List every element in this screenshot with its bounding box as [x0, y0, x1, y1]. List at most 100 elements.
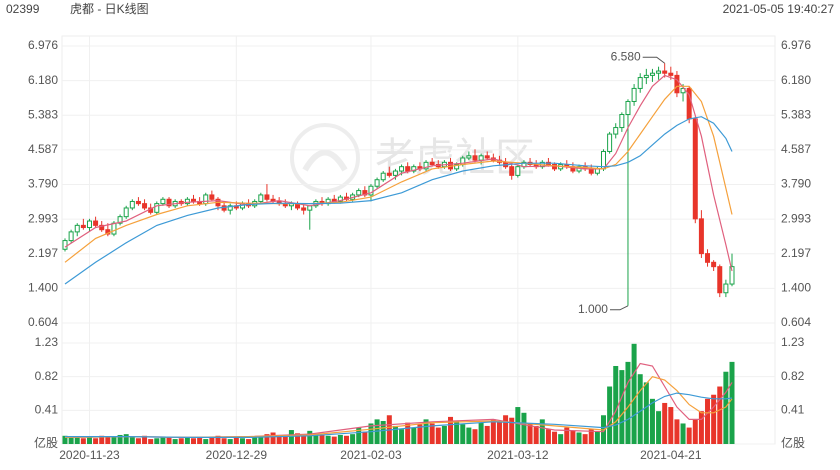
x-tick-label: 2020-11-23	[59, 448, 120, 462]
volume-bar	[484, 425, 490, 444]
candle-body	[692, 118, 698, 220]
y-tick-label-right: 亿股	[781, 435, 805, 450]
volume-bar	[460, 424, 466, 444]
logo-mark	[302, 149, 348, 172]
volume-bar	[197, 437, 203, 444]
volume-bar	[209, 436, 215, 444]
candle-body	[111, 222, 117, 235]
candle-body	[429, 161, 435, 166]
y-tick-label: 0.82	[35, 369, 59, 383]
volume-bar	[399, 429, 405, 444]
volume-bar	[668, 407, 674, 444]
candle-body	[662, 70, 668, 74]
candle-body	[509, 166, 515, 176]
volume-bar	[509, 417, 515, 444]
volume-bar	[552, 431, 558, 444]
logo-ring	[290, 123, 360, 193]
candle-body	[711, 261, 717, 268]
volume-bar	[221, 438, 227, 444]
volume-bar	[99, 435, 105, 444]
volume-bar	[631, 343, 637, 444]
max-leader	[642, 56, 665, 64]
volume-bar	[68, 436, 74, 444]
volume-bar	[160, 437, 166, 444]
volume-bar	[405, 422, 411, 444]
y-tick-label: 1.23	[35, 335, 59, 349]
volume-bar	[582, 434, 588, 444]
candle-body	[160, 198, 166, 205]
volume-bar	[331, 436, 337, 444]
volume-bar	[172, 439, 178, 444]
volume-bar	[643, 382, 649, 444]
volume-bar	[307, 430, 313, 444]
candle-body	[74, 224, 80, 233]
x-tick-label: 2020-12-29	[206, 448, 268, 462]
candle-body	[86, 220, 92, 229]
candle-body	[643, 74, 649, 79]
candle-body	[209, 194, 215, 200]
candle-body	[423, 161, 429, 170]
watermark-logo	[290, 123, 360, 193]
volume-bar	[686, 427, 692, 444]
y-tick-label-right: 6.976	[781, 38, 811, 52]
candle-body	[203, 194, 209, 205]
volume-bar	[545, 429, 551, 444]
candle-body	[99, 224, 105, 231]
volume-bar	[392, 425, 398, 444]
volume-bar	[252, 436, 258, 444]
volume-bar	[142, 435, 148, 444]
volume-bar	[178, 438, 184, 444]
y-tick-label-right: 0.82	[781, 369, 805, 383]
volume-bar	[288, 430, 294, 444]
candle-body	[264, 194, 270, 200]
candle-body	[478, 155, 484, 161]
volume-bar	[148, 439, 154, 444]
volume-bar	[276, 435, 282, 444]
x-tick-label: 2021-02-03	[340, 448, 402, 462]
x-tick-label: 2021-03-12	[487, 448, 549, 462]
y-tick-label: 2.197	[28, 246, 58, 260]
volume-bar	[705, 398, 711, 444]
candle-body	[613, 127, 619, 135]
volume-bar	[154, 438, 160, 444]
candle-body	[705, 253, 711, 263]
candle-body	[454, 164, 460, 170]
volume-bar	[368, 423, 374, 444]
volume-bar	[448, 416, 454, 444]
y-tick-label-right: 5.383	[781, 107, 811, 121]
y-tick-label: 0.604	[28, 315, 58, 329]
candle-body	[368, 185, 374, 196]
candle-body	[166, 198, 172, 207]
candle-body	[337, 196, 343, 202]
candle-body	[656, 70, 662, 74]
ma-line	[64, 74, 733, 272]
volume-bar	[258, 437, 264, 444]
candle-body	[674, 74, 680, 94]
candle-body	[93, 220, 99, 226]
volume-bar	[594, 431, 600, 444]
volume-bar	[362, 431, 368, 444]
volume-bar	[203, 439, 209, 444]
y-tick-label-right: 1.400	[781, 281, 811, 295]
y-tick-label: 1.400	[28, 281, 58, 295]
candle-body	[191, 198, 197, 202]
chart-title: 虎都 - 日K线图	[70, 2, 149, 16]
candle-body	[123, 207, 129, 218]
volume-bar	[521, 412, 527, 444]
candle-body	[154, 203, 160, 213]
candle-body	[723, 283, 729, 294]
candle-body	[552, 164, 558, 170]
candle-body	[637, 77, 643, 89]
y-tick-label: 亿股	[34, 435, 58, 450]
candle-body	[301, 207, 307, 211]
candle-body	[68, 231, 74, 242]
candle-body	[729, 266, 735, 285]
ma-line	[64, 376, 733, 439]
volume-bar	[435, 427, 441, 444]
volume-bar	[166, 436, 172, 444]
candle-body	[619, 114, 625, 129]
volume-bar	[619, 370, 625, 444]
candle-body	[227, 205, 233, 211]
volume-bar	[637, 374, 643, 444]
candle-body	[484, 155, 490, 159]
